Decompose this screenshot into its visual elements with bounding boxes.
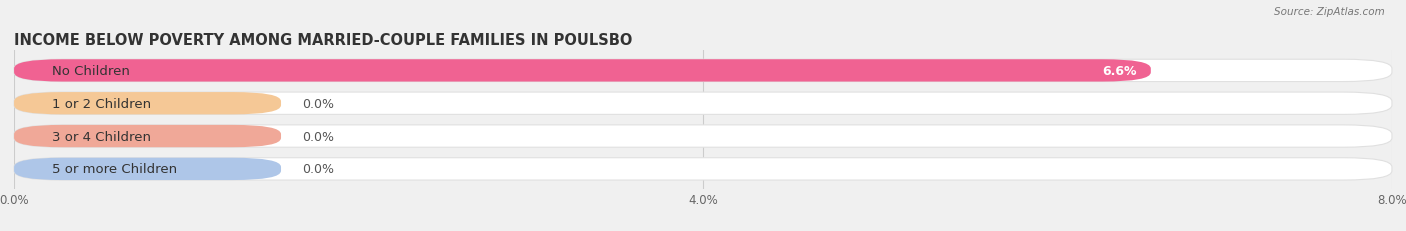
FancyBboxPatch shape bbox=[14, 158, 1392, 180]
Text: 1 or 2 Children: 1 or 2 Children bbox=[52, 97, 150, 110]
FancyBboxPatch shape bbox=[14, 93, 281, 115]
Text: 0.0%: 0.0% bbox=[302, 163, 333, 176]
FancyBboxPatch shape bbox=[14, 93, 1392, 115]
Text: 6.6%: 6.6% bbox=[1102, 65, 1137, 78]
Text: INCOME BELOW POVERTY AMONG MARRIED-COUPLE FAMILIES IN POULSBO: INCOME BELOW POVERTY AMONG MARRIED-COUPL… bbox=[14, 33, 633, 48]
Text: 3 or 4 Children: 3 or 4 Children bbox=[52, 130, 150, 143]
Text: 0.0%: 0.0% bbox=[302, 130, 333, 143]
Text: 5 or more Children: 5 or more Children bbox=[52, 163, 177, 176]
FancyBboxPatch shape bbox=[14, 60, 1392, 82]
FancyBboxPatch shape bbox=[14, 125, 281, 148]
FancyBboxPatch shape bbox=[14, 125, 1392, 148]
FancyBboxPatch shape bbox=[14, 60, 1150, 82]
Text: 0.0%: 0.0% bbox=[302, 97, 333, 110]
Text: Source: ZipAtlas.com: Source: ZipAtlas.com bbox=[1274, 7, 1385, 17]
FancyBboxPatch shape bbox=[14, 158, 281, 180]
Text: No Children: No Children bbox=[52, 65, 129, 78]
